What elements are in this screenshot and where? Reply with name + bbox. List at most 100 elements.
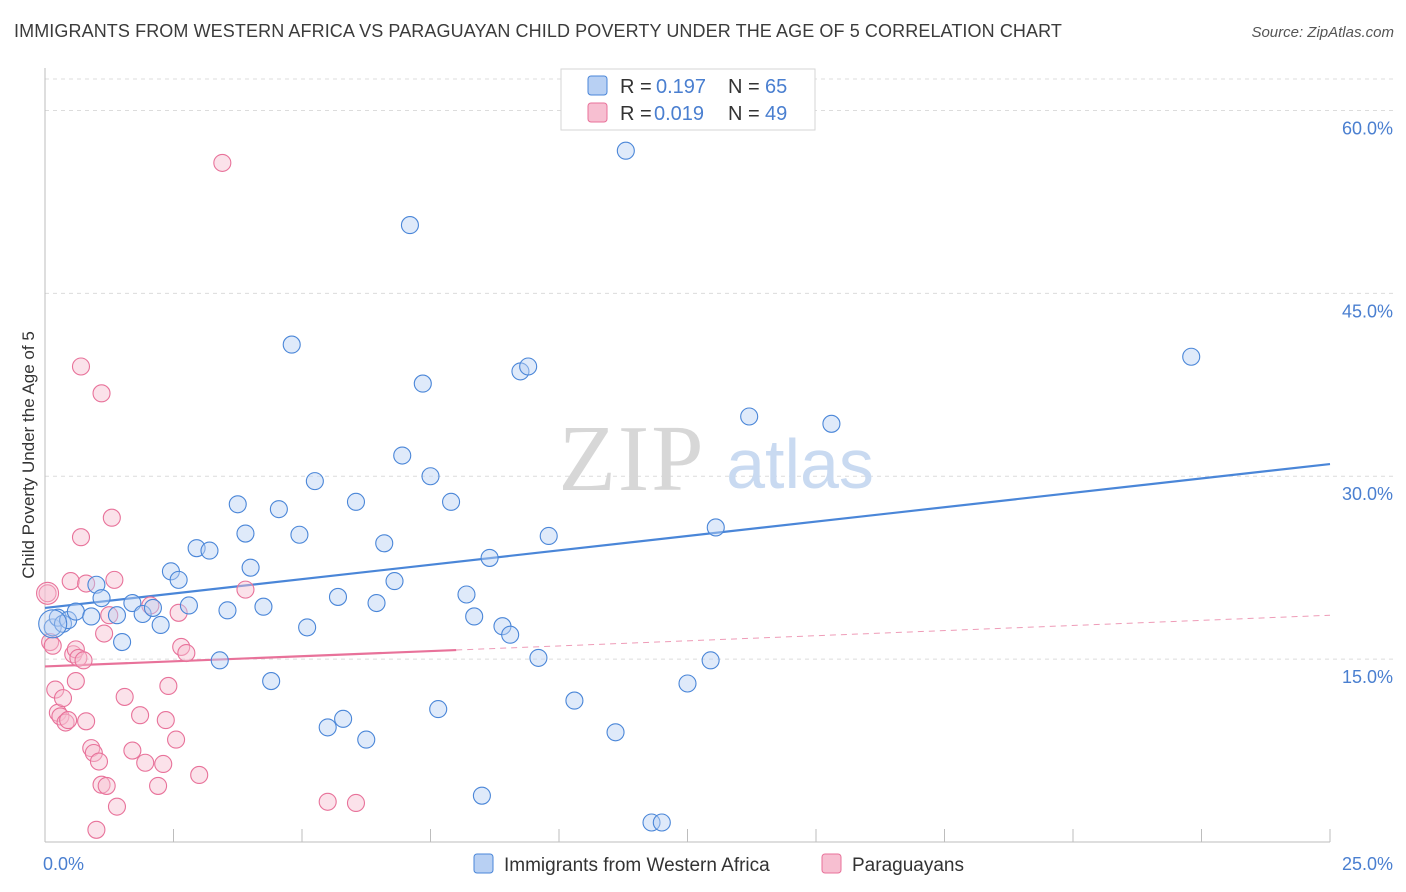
chart-title: IMMIGRANTS FROM WESTERN AFRICA VS PARAGU… bbox=[14, 21, 1062, 41]
source-label: Source: ZipAtlas.com bbox=[1251, 24, 1394, 41]
point-paraguayans-20 bbox=[84, 743, 103, 763]
point-western-africa-34 bbox=[346, 492, 366, 511]
tick-labels: 15.0% 30.0% 45.0% 60.0% 0.0% 25.0% bbox=[43, 118, 1393, 874]
point-western-africa-60 bbox=[678, 674, 697, 693]
y-tick-label-0: 15.0% bbox=[1342, 667, 1393, 687]
point-western-africa-21 bbox=[228, 495, 247, 514]
point-western-africa-28 bbox=[290, 525, 309, 544]
bottom-legend-label-blue: Immigrants from Western Africa bbox=[504, 855, 770, 876]
point-western-africa-5 bbox=[82, 607, 101, 626]
point-western-africa-6 bbox=[87, 575, 106, 594]
point-western-africa-61 bbox=[701, 651, 720, 670]
point-paraguayans-33 bbox=[131, 706, 150, 725]
axes bbox=[44, 68, 1331, 843]
point-western-africa-27 bbox=[282, 335, 301, 354]
point-western-africa-52 bbox=[519, 357, 538, 376]
point-western-africa-31 bbox=[318, 718, 337, 737]
watermark-zip: ZIP bbox=[559, 407, 706, 511]
point-paraguayans-34 bbox=[136, 753, 155, 772]
point-paraguayans-17 bbox=[77, 712, 96, 731]
point-paraguayans-21 bbox=[87, 820, 106, 839]
point-western-africa-25 bbox=[262, 672, 281, 691]
point-paraguayans-14 bbox=[71, 357, 91, 376]
point-western-africa-16 bbox=[179, 596, 198, 615]
point-western-africa-22 bbox=[236, 524, 255, 543]
legend-swatch-blue bbox=[587, 75, 608, 96]
point-paraguayans-15 bbox=[74, 651, 93, 670]
y-tick-label-2: 45.0% bbox=[1342, 301, 1393, 321]
trend-line-0 bbox=[44, 462, 1331, 610]
point-western-africa-53 bbox=[529, 648, 548, 667]
point-paraguayans-13 bbox=[69, 648, 88, 667]
bottom-legend-swatch-pink bbox=[821, 853, 842, 874]
point-western-africa-12 bbox=[143, 598, 162, 617]
point-western-africa-43 bbox=[429, 700, 448, 719]
point-western-africa-0 bbox=[43, 618, 62, 637]
point-western-africa-4 bbox=[66, 602, 85, 621]
x-tick-label-0: 0.0% bbox=[43, 854, 84, 874]
point-western-africa-26 bbox=[269, 500, 288, 519]
legend-n-label-1: N = bbox=[728, 76, 760, 98]
point-western-africa-58 bbox=[642, 813, 661, 832]
point-western-africa-33 bbox=[334, 709, 353, 728]
point-paraguayans-11 bbox=[66, 672, 85, 691]
point-paraguayans-47 bbox=[318, 792, 337, 811]
point-western-africa-24 bbox=[254, 597, 273, 616]
point-paraguayans-6 bbox=[53, 689, 73, 708]
point-western-africa-44 bbox=[442, 492, 461, 511]
point-western-africa-15 bbox=[169, 570, 188, 589]
point-western-africa-48 bbox=[480, 548, 499, 567]
legend-n-value-2: 49 bbox=[765, 103, 787, 125]
point-western-africa-13 bbox=[151, 615, 170, 635]
point-western-africa-7 bbox=[92, 589, 111, 608]
point-paraguayans-43 bbox=[177, 643, 196, 663]
point-western-africa-47 bbox=[472, 786, 491, 805]
point-western-africa-46 bbox=[465, 607, 484, 626]
y-tick-label-1: 30.0% bbox=[1342, 484, 1393, 504]
point-western-africa-36 bbox=[367, 593, 386, 613]
point-paraguayans-37 bbox=[154, 754, 173, 774]
point-western-africa-50 bbox=[501, 625, 520, 644]
point-western-africa-62 bbox=[706, 518, 725, 537]
y-axis-label: Child Poverty Under the Age of 5 bbox=[19, 331, 38, 579]
point-paraguayans-0 bbox=[38, 584, 57, 603]
point-paraguayans-19 bbox=[82, 739, 101, 758]
point-paraguayans-8 bbox=[59, 711, 78, 730]
bottom-legend: Immigrants from Western Africa Paraguaya… bbox=[473, 853, 964, 876]
point-western-africa-20 bbox=[218, 601, 237, 620]
watermark: ZIP atlas bbox=[559, 407, 874, 511]
point-paraguayans-16 bbox=[71, 528, 91, 547]
point-paraguayans-46 bbox=[236, 580, 255, 599]
point-western-africa-42 bbox=[421, 467, 440, 486]
point-western-africa-11 bbox=[133, 604, 152, 624]
point-western-africa-23 bbox=[241, 558, 260, 577]
point-paraguayans-30 bbox=[107, 797, 127, 816]
point-western-africa-45 bbox=[457, 585, 476, 604]
point-western-africa-29 bbox=[298, 618, 317, 637]
bottom-legend-swatch-blue bbox=[473, 853, 494, 874]
point-western-africa-18 bbox=[200, 541, 219, 560]
bottom-legend-label-pink: Paraguayans bbox=[852, 855, 964, 876]
trend-line-extension-1 bbox=[456, 614, 1331, 651]
point-western-africa-19 bbox=[210, 651, 229, 670]
point-paraguayans-27 bbox=[100, 606, 119, 625]
point-western-africa-39 bbox=[393, 446, 412, 465]
legend-n-value-1: 65 bbox=[765, 76, 787, 98]
point-paraguayans-22 bbox=[89, 752, 109, 771]
point-paraguayans-29 bbox=[105, 570, 124, 589]
point-paraguayans-40 bbox=[167, 730, 186, 749]
point-western-africa-37 bbox=[375, 534, 394, 553]
point-paraguayans-45 bbox=[213, 153, 232, 172]
point-paraguayans-44 bbox=[190, 765, 209, 784]
point-western-africa-41 bbox=[413, 374, 432, 393]
point-paraguayans-38 bbox=[156, 711, 175, 730]
point-western-africa-57 bbox=[616, 141, 635, 160]
point-paraguayans-24 bbox=[92, 384, 111, 403]
point-western-africa-40 bbox=[400, 216, 419, 235]
point-paraguayans-7 bbox=[56, 713, 75, 732]
point-western-africa-65 bbox=[1182, 347, 1201, 366]
point-western-africa-38 bbox=[385, 572, 404, 591]
point-western-africa-56 bbox=[606, 723, 625, 742]
point-paraguayans-36 bbox=[149, 776, 168, 795]
point-western-africa-32 bbox=[328, 587, 348, 606]
